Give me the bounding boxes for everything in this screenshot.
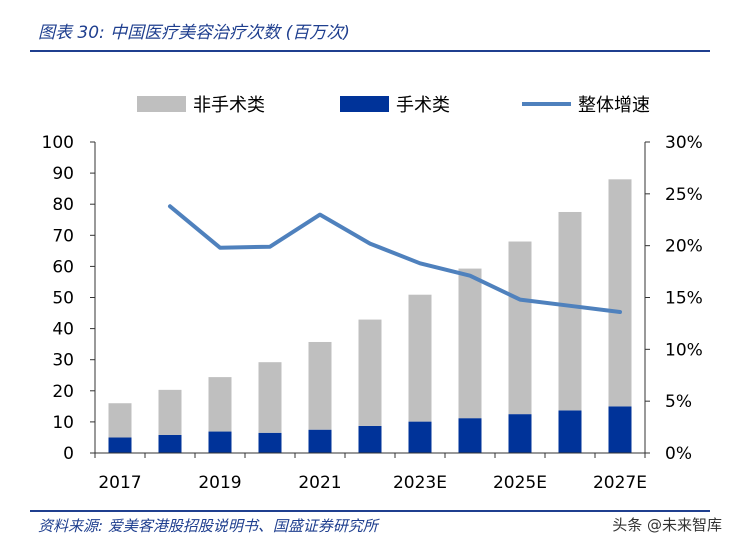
x-tick-label: 2025E [493,473,547,493]
left-y-axis: 0 10 20 30 40 50 60 70 80 90 100 [42,133,96,464]
source-note: 资料来源: 爱美客港股招股说明书、国盛证券研究所 [38,517,378,535]
left-tick-label: 0 [63,444,74,464]
bar-surgical-2017 [108,437,132,453]
legend: 非手术类 手术类 整体增速 [137,95,650,116]
left-tick-label: 90 [52,164,74,184]
left-tick-label: 10 [52,413,74,433]
x-tick-label: 2017 [98,473,141,493]
bar-non-surgical-2019 [208,377,232,432]
legend-label-non-surgical: 非手术类 [193,95,265,116]
left-tick-label: 40 [52,320,74,340]
bar-non-surgical-2022 [358,319,382,426]
x-tick-label: 2027E [593,473,647,493]
legend-swatch-non-surgical [137,96,186,112]
watermark: 头条 @未来智库 [612,516,722,534]
right-tick-label: 15% [665,289,703,309]
bar-non-surgical-2026E [558,211,582,411]
bar-non-surgical-2023E [408,294,432,422]
growth-rate-line [168,204,622,314]
bar-non-surgical-2024E [458,268,482,419]
bar-surgical-2018 [158,434,182,453]
bar-surgical-2023E [408,421,432,453]
title-rule [30,50,710,52]
source-rule [30,510,710,512]
growth-line [168,204,622,314]
bar-surgical-2020 [258,432,282,453]
bar-non-surgical-2025E [508,241,532,415]
legend-swatch-surgical [340,96,389,112]
left-tick-label: 20 [52,382,74,402]
right-tick-label: 25% [665,185,703,205]
x-tick-label: 2021 [298,473,341,493]
x-axis: 2017 2019 2021 2023E 2025E 2027E [94,452,647,493]
legend-label-surgical: 手术类 [396,95,450,116]
left-tick-label: 70 [52,226,74,246]
bar-non-surgical-2020 [258,362,282,433]
bar-surgical-2021 [308,429,332,453]
bar-surgical-2027E [608,406,632,453]
bar-non-surgical-2017 [108,403,132,438]
left-tick-label: 30 [52,351,74,371]
figure-title: 图表 30: 中国医疗美容治疗次数 (百万次) [38,23,350,43]
bar-surgical-2024E [458,418,482,453]
left-tick-label: 80 [52,195,74,215]
bar-surgical-2022 [358,425,382,453]
bar-non-surgical-2018 [158,389,182,435]
x-tick-label: 2023E [393,473,447,493]
left-tick-label: 100 [42,133,74,153]
bar-surgical-2026E [558,410,582,453]
legend-label-growth: 整体增速 [578,95,650,116]
bar-surgical-2025E [508,414,532,453]
right-tick-label: 0% [665,444,692,464]
right-tick-label: 30% [665,133,703,153]
bar-non-surgical-2027E [608,179,632,407]
right-y-axis: 0% 5% 10% 15% 20% 25% 30% [644,133,703,464]
left-tick-label: 50 [52,289,74,309]
x-tick-label: 2019 [198,473,241,493]
left-tick-label: 60 [52,257,74,277]
bar-non-surgical-2021 [308,341,332,430]
right-tick-label: 5% [665,392,692,412]
right-tick-label: 10% [665,340,703,360]
right-tick-label: 20% [665,237,703,257]
bars [108,179,632,453]
bar-surgical-2019 [208,431,232,453]
